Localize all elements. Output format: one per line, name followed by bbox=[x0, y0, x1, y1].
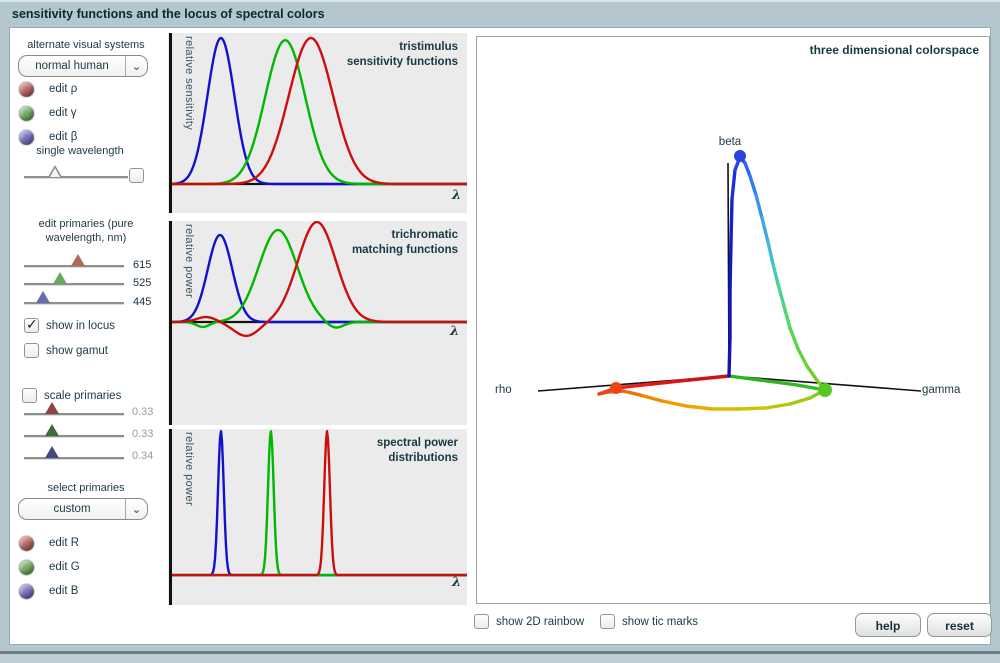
primary-red-wavelength-slider[interactable] bbox=[24, 254, 124, 268]
b-sphere-icon bbox=[19, 583, 34, 599]
select-primaries-dropdown[interactable]: custom ⌄ bbox=[18, 498, 148, 520]
show-tic-marks-checkbox[interactable] bbox=[600, 614, 615, 629]
beta-axis-label: beta bbox=[718, 136, 742, 148]
scale-blue-value: 0.34 bbox=[132, 450, 154, 462]
y-axis-label: relative sensitivity bbox=[183, 36, 195, 131]
single-wavelength-thumb[interactable] bbox=[48, 165, 63, 177]
window-title: sensitivity functions and the locus of s… bbox=[12, 7, 325, 21]
show-in-locus-label: show in locus bbox=[46, 320, 116, 332]
show-2d-rainbow-label: show 2D rainbow bbox=[496, 616, 585, 628]
x-axis-label: λ bbox=[452, 575, 462, 590]
primary-green-wavelength-slider[interactable] bbox=[24, 272, 124, 286]
scale-red-value: 0.33 bbox=[132, 406, 154, 418]
scale-primaries-label: scale primaries bbox=[44, 390, 122, 402]
gamma-axis-label: gamma bbox=[922, 384, 961, 396]
chevron-down-icon: ⌄ bbox=[125, 499, 147, 519]
r-sphere-icon bbox=[19, 535, 34, 551]
edit-b-button[interactable]: edit B bbox=[19, 582, 78, 600]
blue-peak-dot bbox=[734, 150, 746, 162]
show-2d-rainbow-checkbox[interactable] bbox=[474, 614, 489, 629]
g-sphere-icon bbox=[19, 559, 34, 575]
edit-primaries-label-line2: wavelength, nm) bbox=[45, 232, 127, 244]
gamma-sphere-icon bbox=[19, 105, 34, 121]
primary-green-value: 525 bbox=[133, 277, 152, 289]
x-axis-label: λ bbox=[452, 188, 462, 203]
single-wavelength-slider[interactable] bbox=[24, 165, 128, 179]
select-primaries-value: custom bbox=[53, 503, 91, 515]
help-button[interactable]: help bbox=[855, 613, 921, 637]
edit-beta-button[interactable]: edit β bbox=[19, 128, 77, 146]
show-tic-marks-label: show tic marks bbox=[622, 616, 699, 628]
tristimulus-chart bbox=[169, 33, 467, 213]
edit-rho-button[interactable]: edit ρ bbox=[19, 80, 77, 98]
rho-sphere-icon bbox=[19, 81, 34, 97]
plot-title: tristimulus sensitivity functions bbox=[346, 41, 458, 68]
primary-blue-value: 445 bbox=[133, 296, 152, 308]
select-primaries-label: select primaries bbox=[47, 482, 125, 494]
window-bottom-edge bbox=[0, 651, 1000, 654]
scale-blue-thumb[interactable] bbox=[45, 446, 59, 458]
edit-primaries-label-line1: edit primaries (pure bbox=[38, 218, 134, 230]
single-wavelength-label: single wavelength bbox=[36, 145, 124, 157]
primary-blue-wavelength-slider[interactable] bbox=[24, 291, 124, 305]
x-axis-label: λ bbox=[450, 324, 460, 339]
y-axis-label: relative power bbox=[183, 432, 195, 507]
spectral-locus-3d[interactable] bbox=[477, 37, 989, 603]
colorspace-panel: three dimensional colorspace beta rho ga… bbox=[476, 36, 990, 604]
plot-matching-functions: trichromatic matching functions relative… bbox=[168, 221, 467, 425]
primary-red-value: 615 bbox=[133, 259, 152, 271]
plot-title: spectral power distributions bbox=[376, 437, 458, 464]
scale-primaries-checkbox[interactable] bbox=[22, 388, 37, 403]
show-gamut-label: show gamut bbox=[46, 345, 109, 357]
rho-axis-label: rho bbox=[495, 384, 512, 396]
primary-red-thumb[interactable] bbox=[71, 254, 85, 266]
scale-green-thumb[interactable] bbox=[45, 424, 59, 436]
show-in-locus-checkbox[interactable] bbox=[24, 316, 39, 333]
edit-r-button[interactable]: edit R bbox=[19, 534, 79, 552]
scale-red-thumb[interactable] bbox=[45, 402, 59, 414]
scale-blue-slider[interactable] bbox=[24, 446, 124, 460]
chevron-down-icon: ⌄ bbox=[125, 56, 147, 76]
show-gamut-checkbox[interactable] bbox=[24, 343, 39, 358]
edit-g-button[interactable]: edit G bbox=[19, 558, 80, 576]
scale-green-slider[interactable] bbox=[24, 424, 124, 438]
visual-system-value: normal human bbox=[35, 60, 109, 72]
scale-red-slider[interactable] bbox=[24, 402, 124, 416]
red-primary-dot bbox=[610, 382, 622, 394]
scale-green-value: 0.33 bbox=[132, 428, 154, 440]
plot-tristimulus: tristimulus sensitivity functions relati… bbox=[168, 33, 467, 213]
matching-functions-chart bbox=[169, 221, 467, 425]
colorspace-title: three dimensional colorspace bbox=[809, 43, 979, 57]
y-axis-label: relative power bbox=[183, 224, 195, 299]
alternate-visual-systems-label: alternate visual systems bbox=[27, 39, 145, 51]
green-primary-dot bbox=[818, 383, 832, 397]
edit-gamma-button[interactable]: edit γ bbox=[19, 104, 77, 122]
main-panel: alternate visual systems normal human ⌄ … bbox=[9, 27, 992, 645]
primary-blue-thumb[interactable] bbox=[36, 291, 50, 303]
beta-sphere-icon bbox=[19, 129, 34, 145]
plot-title: trichromatic matching functions bbox=[351, 229, 458, 256]
window-bottom-strip bbox=[0, 654, 1000, 663]
spectral-power-chart bbox=[169, 429, 467, 605]
primary-green-thumb[interactable] bbox=[53, 272, 67, 284]
single-wavelength-checkbox[interactable] bbox=[129, 168, 144, 183]
plot-spectral-power: spectral power distributions relative po… bbox=[168, 429, 467, 605]
visual-system-select[interactable]: normal human ⌄ bbox=[18, 55, 148, 77]
reset-button[interactable]: reset bbox=[927, 613, 992, 637]
